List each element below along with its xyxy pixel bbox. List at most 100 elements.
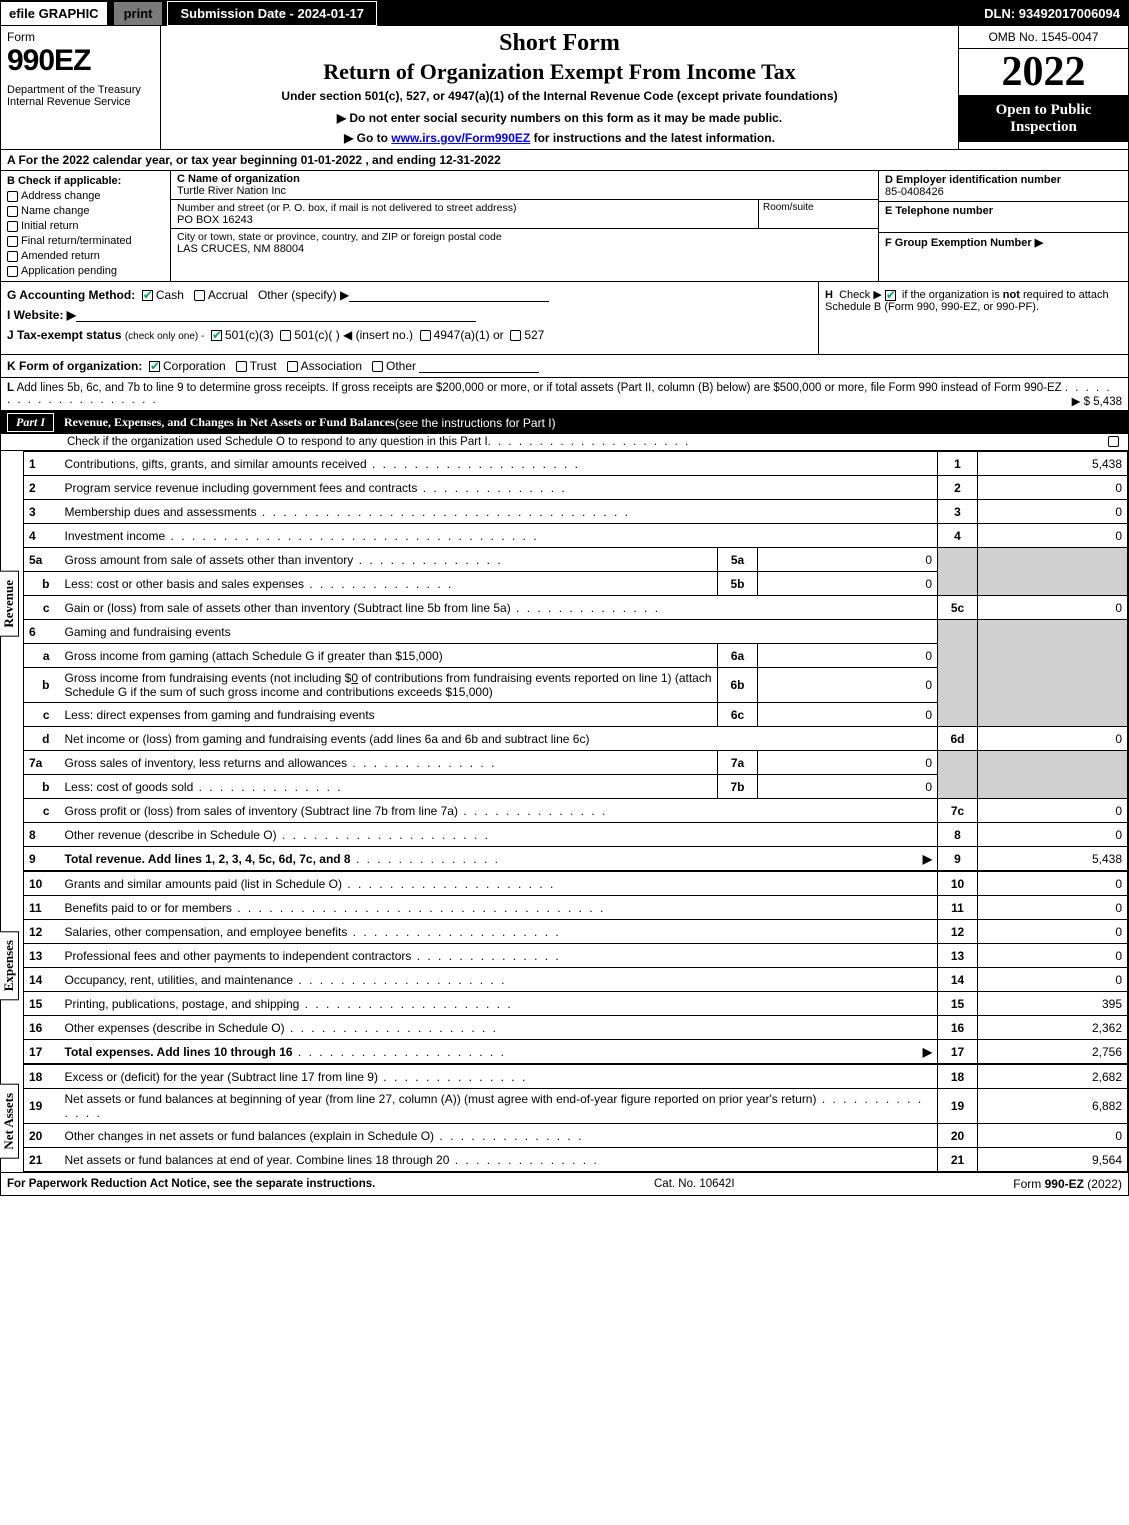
dln-label: DLN: 93492017006094 [976, 2, 1128, 25]
checkbox-cash[interactable] [142, 290, 153, 301]
footer-catno: Cat. No. 10642I [654, 1178, 735, 1190]
l3-val: 0 [978, 500, 1128, 524]
checkbox-accrual[interactable] [194, 290, 205, 301]
side-netassets: Net Assets [0, 1084, 19, 1159]
l1-col: 1 [938, 452, 978, 476]
checkbox-4947[interactable] [420, 330, 431, 341]
l7b-text: Less: cost of goods sold [65, 780, 194, 794]
l6c-desc: Less: direct expenses from gaming and fu… [60, 703, 718, 727]
l5b-text: Less: cost or other basis and sales expe… [65, 577, 304, 591]
line-5a: 5aGross amount from sale of assets other… [24, 548, 1128, 572]
checkbox-amended-return[interactable] [7, 251, 18, 262]
l6c-sv: 0 [758, 703, 938, 727]
l6a-sl: 6a [718, 644, 758, 668]
l20-dots [434, 1129, 583, 1143]
c-addr-value: PO BOX 16243 [177, 214, 253, 226]
l15-desc: Printing, publications, postage, and shi… [60, 992, 938, 1016]
scho-dots [488, 436, 691, 448]
l7a-gray2 [978, 751, 1128, 775]
l5c-dots [511, 601, 660, 615]
section-bcdef: B Check if applicable: Address change Na… [1, 171, 1128, 282]
k-label: K Form of organization: [7, 359, 142, 373]
l9-arrow: ▶ [923, 852, 932, 866]
j-sub: (check only one) - [125, 331, 204, 342]
l14-col: 14 [938, 968, 978, 992]
e-phone-row: E Telephone number [879, 201, 1128, 233]
l-text: Add lines 5b, 6c, and 7b to line 9 to de… [17, 382, 1062, 394]
irs-link[interactable]: www.irs.gov/Form990EZ [391, 131, 530, 145]
l5b-desc: Less: cost or other basis and sales expe… [60, 572, 718, 596]
addr-left: Number and street (or P. O. box, if mail… [171, 200, 758, 228]
l13-text: Professional fees and other payments to … [65, 949, 412, 963]
line-6a: aGross income from gaming (attach Schedu… [24, 644, 1128, 668]
l20-col: 20 [938, 1124, 978, 1148]
checkbox-trust[interactable] [236, 361, 247, 372]
lbl-other-specify: Other (specify) ▶ [258, 288, 349, 302]
other-specify-line [349, 288, 549, 302]
line-15: 15Printing, publications, postage, and s… [24, 992, 1128, 1016]
l6b-gray2 [978, 668, 1128, 703]
line-7b: bLess: cost of goods sold7b0 [24, 775, 1128, 799]
checkbox-schedule-o[interactable] [1108, 436, 1119, 447]
line-7a: 7aGross sales of inventory, less returns… [24, 751, 1128, 775]
checkbox-assoc[interactable] [287, 361, 298, 372]
c-addr-label: Number and street (or P. O. box, if mail… [177, 202, 516, 214]
checkbox-address-change[interactable] [7, 191, 18, 202]
l15-text: Printing, publications, postage, and shi… [65, 997, 300, 1011]
h-text1: Check ▶ [839, 289, 882, 301]
l8-num: 8 [24, 823, 60, 847]
l6b-amt: 0 [351, 671, 358, 685]
part1-sub: (see the instructions for Part I) [395, 416, 556, 430]
l1-val: 5,438 [978, 452, 1128, 476]
l12-col: 12 [938, 920, 978, 944]
l10-num: 10 [24, 872, 60, 896]
l6c-sl: 6c [718, 703, 758, 727]
revenue-section: Revenue 1Contributions, gifts, grants, a… [1, 451, 1128, 871]
l-amount: ▶ $ 5,438 [1072, 394, 1122, 408]
l6d-desc: Net income or (loss) from gaming and fun… [60, 727, 938, 751]
l6a-gray1 [938, 644, 978, 668]
checkbox-501c3[interactable] [211, 330, 222, 341]
print-button[interactable]: print [113, 1, 164, 26]
checkbox-h-not-required[interactable] [885, 290, 896, 301]
l13-desc: Professional fees and other payments to … [60, 944, 938, 968]
checkbox-501c[interactable] [280, 330, 291, 341]
row-l: L Add lines 5b, 6c, and 7b to line 9 to … [1, 378, 1128, 411]
form-word: Form [7, 30, 154, 44]
checkbox-527[interactable] [510, 330, 521, 341]
checkbox-name-change[interactable] [7, 206, 18, 217]
l11-num: 11 [24, 896, 60, 920]
b-label: B Check if applicable: [7, 175, 121, 187]
line-6b: bGross income from fundraising events (n… [24, 668, 1128, 703]
l5b-num: b [24, 572, 60, 596]
l8-val: 0 [978, 823, 1128, 847]
checkbox-initial-return[interactable] [7, 221, 18, 232]
part1-header: Part I Revenue, Expenses, and Changes in… [1, 411, 1128, 434]
checkbox-corp[interactable] [149, 361, 160, 372]
schedule-o-row: Check if the organization used Schedule … [1, 434, 1128, 451]
line-5c: cGain or (loss) from sale of assets othe… [24, 596, 1128, 620]
l5a-num: 5a [24, 548, 60, 572]
l2-text: Program service revenue including govern… [65, 481, 418, 495]
l3-text: Membership dues and assessments [65, 505, 257, 519]
l5a-dots [353, 553, 502, 567]
l5a-desc: Gross amount from sale of assets other t… [60, 548, 718, 572]
footer-right: Form 990-EZ (2022) [1013, 1177, 1122, 1191]
line-7c: cGross profit or (loss) from sales of in… [24, 799, 1128, 823]
l6-desc: Gaming and fundraising events [60, 620, 938, 644]
l6c-num: c [24, 703, 60, 727]
l8-col: 8 [938, 823, 978, 847]
l16-dots [285, 1021, 498, 1035]
l13-val: 0 [978, 944, 1128, 968]
checkbox-other-org[interactable] [372, 361, 383, 372]
col-c: C Name of organization Turtle River Nati… [171, 171, 878, 281]
l6c-gray2 [978, 703, 1128, 727]
checkbox-application-pending[interactable] [7, 266, 18, 277]
g-label: G Accounting Method: [7, 288, 135, 302]
l21-val: 9,564 [978, 1148, 1128, 1172]
l9-col: 9 [938, 847, 978, 871]
l18-text: Excess or (deficit) for the year (Subtra… [65, 1070, 378, 1084]
l9-text: Total revenue. Add lines 1, 2, 3, 4, 5c,… [65, 852, 351, 866]
checkbox-final-return[interactable] [7, 236, 18, 247]
open-to-public: Open to Public Inspection [959, 96, 1128, 142]
